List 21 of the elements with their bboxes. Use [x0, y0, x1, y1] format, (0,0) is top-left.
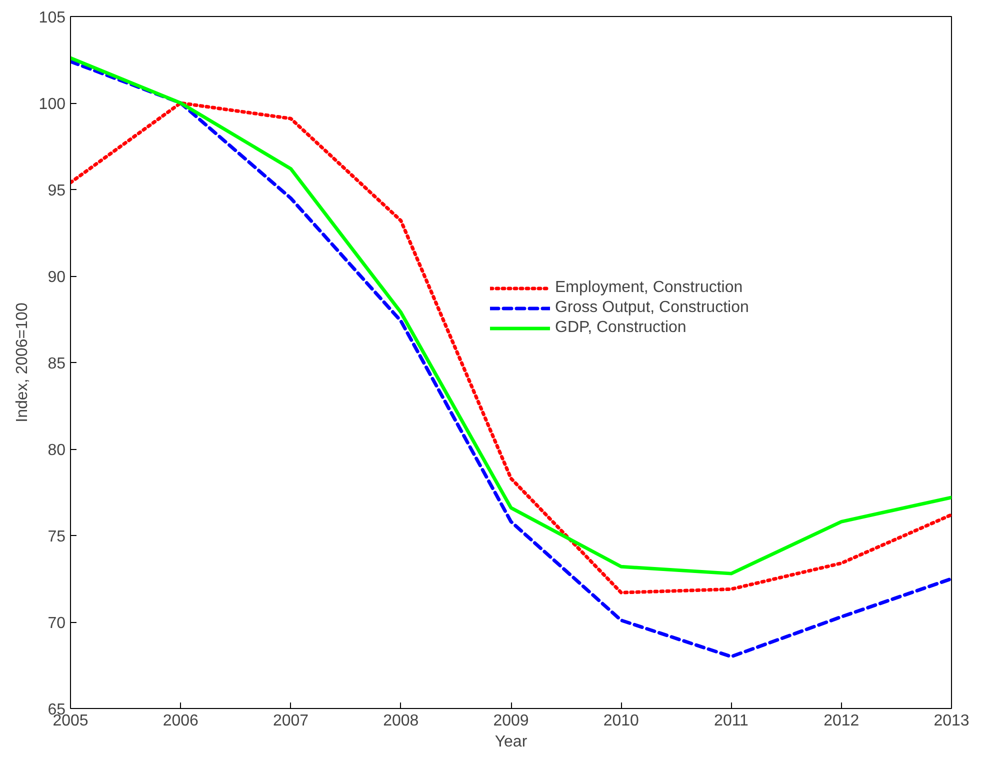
legend-label: Employment, Construction	[555, 279, 743, 297]
legend-label: Gross Output, Construction	[555, 299, 749, 317]
x-tick-label: 2006	[162, 712, 199, 730]
y-tick-label: 95	[48, 182, 66, 200]
y-tick-label: 105	[38, 10, 66, 26]
x-axis-title: Year	[494, 734, 528, 750]
y-tick-label: 80	[48, 442, 66, 459]
y-axis-title: Index, 2006=100	[14, 302, 31, 422]
y-tick-label: 75	[48, 528, 66, 546]
y-tick-label: 90	[48, 269, 66, 286]
x-tick-label: 2012	[824, 712, 860, 730]
y-tick-label: 100	[38, 96, 66, 113]
x-tick-label: 2007	[272, 712, 309, 730]
y-tick-label: 70	[48, 615, 66, 632]
x-tick-label: 2011	[714, 712, 749, 730]
y-tick-label: 85	[48, 356, 66, 372]
x-tick-label: 2008	[383, 712, 419, 730]
x-tick-label: 2010	[603, 712, 640, 730]
x-tick-label: 2009	[493, 712, 529, 730]
legend-label: GDP, Construction	[555, 319, 686, 337]
x-tick-label: 2013	[934, 712, 970, 730]
